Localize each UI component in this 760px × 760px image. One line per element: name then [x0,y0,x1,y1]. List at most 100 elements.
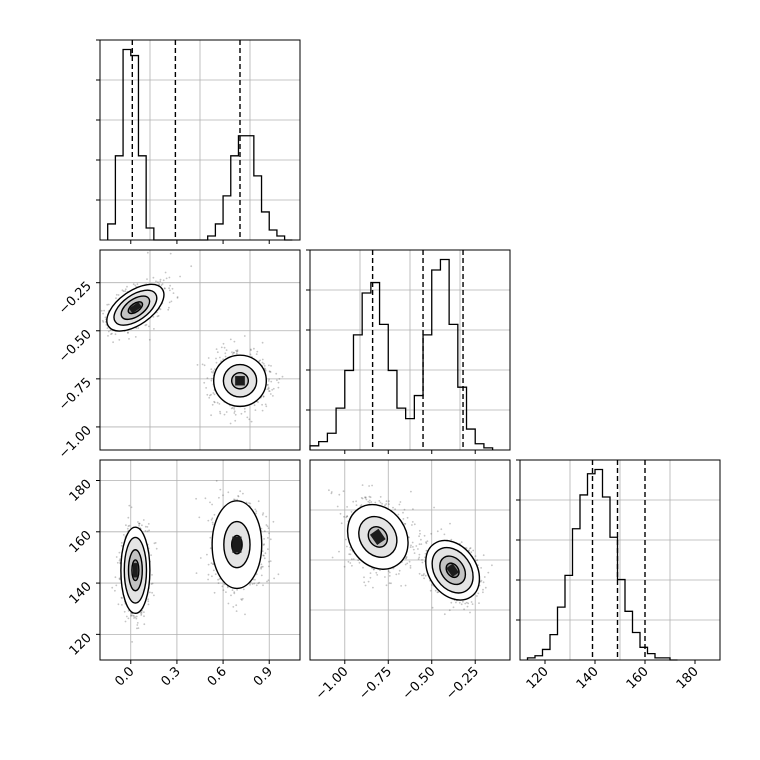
scatter-point [137,327,140,329]
scatter-point [204,497,207,500]
scatter-point [134,616,137,618]
scatter-point [136,622,139,624]
scatter-point [367,500,370,503]
scatter-point [258,360,260,363]
scatter-point [364,496,367,499]
scatter-point [169,284,172,287]
scatter-point [209,501,211,504]
scatter-point [336,505,339,508]
scatter-point [253,404,256,407]
scatter-point [272,395,274,397]
scatter-point [210,414,213,417]
scatter-point [127,617,130,620]
scatter-point [233,340,236,343]
scatter-point [140,614,143,616]
scatter-point [368,501,371,504]
scatter-point [118,551,121,554]
scatter-point [268,364,270,367]
scatter-point [472,549,475,552]
scatter-point [411,541,414,544]
scatter-point [355,504,358,506]
scatter-point [176,296,179,298]
scatter-point [115,556,118,558]
density-core [128,301,142,314]
scatter-point [240,412,243,415]
scatter-point [230,407,233,410]
scatter-point [487,571,490,574]
scatter-point [412,508,414,510]
scatter-point [249,353,252,356]
scatter-point [406,516,409,519]
scatter-point [165,277,168,280]
scatter-point [127,610,130,612]
scatter-point [107,303,110,306]
scatter-point [257,582,260,585]
scatter-point [381,502,383,505]
scatter-point [117,294,120,296]
scatter-point [264,403,267,406]
x-tick-label: 0.9 [251,664,276,689]
scatter-point [360,497,363,499]
scatter-point [469,611,471,614]
scatter-point [118,577,121,580]
scatter-point [379,496,382,498]
scatter-point [342,490,345,493]
scatter-point [464,602,467,605]
scatter-point [404,523,406,525]
scatter-point [344,538,347,541]
scatter-point [467,602,470,605]
scatter-point [209,394,211,397]
scatter-point [268,532,270,535]
scatter-point [268,370,271,373]
scatter-point [210,371,213,373]
panel-frame [99,459,301,661]
scatter-point [211,403,214,406]
scatter-point [153,328,155,330]
scatter-point [130,614,133,617]
scatter-point [452,606,455,609]
scatter-point [132,283,135,286]
scatter-point [484,586,487,589]
scatter-point [272,387,275,390]
scatter-point [210,379,213,382]
scatter-point [350,558,353,561]
scatter-point [469,547,471,550]
scatter-point [455,601,457,604]
scatter-point [417,558,420,560]
scatter-point [153,542,156,545]
scatter-point [224,352,227,355]
frames-layer [99,39,721,661]
scatter-point [169,289,171,292]
scatter-point [477,592,480,595]
scatter-point [207,519,210,522]
scatter-point [138,522,141,525]
scatter-point [152,316,155,318]
scatter-point [267,527,270,529]
scatter-point [277,386,280,389]
scatter-point [436,591,439,594]
scatter-point [449,522,451,525]
scatter-point [126,331,129,334]
scatter-point [234,419,237,422]
scatter-point [235,349,238,352]
scatter-point [210,518,213,521]
scatter-point [330,492,333,495]
scatter-point [482,588,484,591]
scatter-point [412,548,415,551]
scatter-point [422,574,425,577]
scatter-point [269,393,272,395]
scatter-point [418,529,421,532]
scatter-point [146,530,149,533]
scatter-point [251,583,254,585]
scatter-point [134,336,137,338]
scatter-point [369,576,372,579]
scatter-point [260,527,263,530]
density-core [132,563,138,578]
scatter-point [211,517,214,520]
scatter-point [150,583,153,585]
scatter-point [425,541,427,544]
scatter-point [253,582,256,585]
scatter-point [346,545,348,548]
scatter-point [400,585,402,587]
density-core [232,536,242,553]
